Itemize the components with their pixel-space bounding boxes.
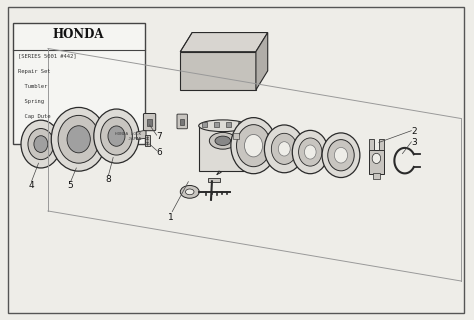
Text: 6: 6 xyxy=(156,148,163,156)
Bar xyxy=(379,139,384,150)
Text: 8: 8 xyxy=(106,175,111,184)
Ellipse shape xyxy=(237,124,271,167)
Ellipse shape xyxy=(21,120,61,168)
Text: 5: 5 xyxy=(68,181,73,190)
Polygon shape xyxy=(137,130,146,139)
Ellipse shape xyxy=(334,148,347,163)
Bar xyxy=(369,150,384,174)
Bar xyxy=(199,126,247,171)
Text: Tumbler: Tumbler xyxy=(18,84,47,89)
Ellipse shape xyxy=(28,129,54,160)
Bar xyxy=(214,122,219,127)
Text: 2: 2 xyxy=(411,127,417,136)
Text: [SERIES 5001 #442]: [SERIES 5001 #442] xyxy=(18,53,77,58)
Bar xyxy=(180,119,184,125)
Ellipse shape xyxy=(304,145,316,159)
Text: Repair Set: Repair Set xyxy=(18,68,51,74)
Polygon shape xyxy=(102,131,110,146)
Text: Spring: Spring xyxy=(18,99,44,104)
Polygon shape xyxy=(180,52,256,90)
Ellipse shape xyxy=(264,125,304,173)
Polygon shape xyxy=(180,33,268,52)
Text: Cap Dute: Cap Dute xyxy=(18,115,51,119)
Ellipse shape xyxy=(100,117,132,155)
Bar xyxy=(208,178,219,182)
Text: HONDA LOCK
  JAPAN: HONDA LOCK JAPAN xyxy=(115,132,141,141)
Ellipse shape xyxy=(94,109,139,163)
Circle shape xyxy=(180,186,199,198)
Ellipse shape xyxy=(34,136,48,152)
Bar xyxy=(268,133,274,139)
Ellipse shape xyxy=(299,138,322,166)
Ellipse shape xyxy=(51,108,106,171)
Bar xyxy=(202,122,207,127)
Ellipse shape xyxy=(328,140,354,171)
Ellipse shape xyxy=(245,134,263,157)
Polygon shape xyxy=(256,33,268,90)
Bar xyxy=(369,139,374,150)
Text: 4: 4 xyxy=(28,181,34,190)
Bar xyxy=(145,135,150,146)
Ellipse shape xyxy=(199,120,247,132)
Ellipse shape xyxy=(215,136,231,146)
Ellipse shape xyxy=(271,133,297,164)
Text: HONDA: HONDA xyxy=(53,28,104,41)
Ellipse shape xyxy=(67,126,91,153)
Ellipse shape xyxy=(58,116,99,163)
Ellipse shape xyxy=(322,133,360,178)
Text: 3: 3 xyxy=(411,138,417,147)
FancyBboxPatch shape xyxy=(177,114,187,129)
Bar xyxy=(226,122,231,127)
Ellipse shape xyxy=(231,118,276,174)
Ellipse shape xyxy=(372,153,381,164)
Bar xyxy=(373,173,380,179)
Bar xyxy=(233,133,239,139)
Bar xyxy=(238,122,243,127)
Bar xyxy=(147,119,152,126)
Ellipse shape xyxy=(210,132,237,149)
FancyBboxPatch shape xyxy=(144,114,156,131)
Bar xyxy=(12,23,145,144)
Ellipse shape xyxy=(108,126,125,146)
Ellipse shape xyxy=(278,142,290,156)
Ellipse shape xyxy=(292,130,328,174)
Text: 7: 7 xyxy=(156,132,163,141)
Circle shape xyxy=(185,189,194,195)
Text: 1: 1 xyxy=(168,213,173,222)
